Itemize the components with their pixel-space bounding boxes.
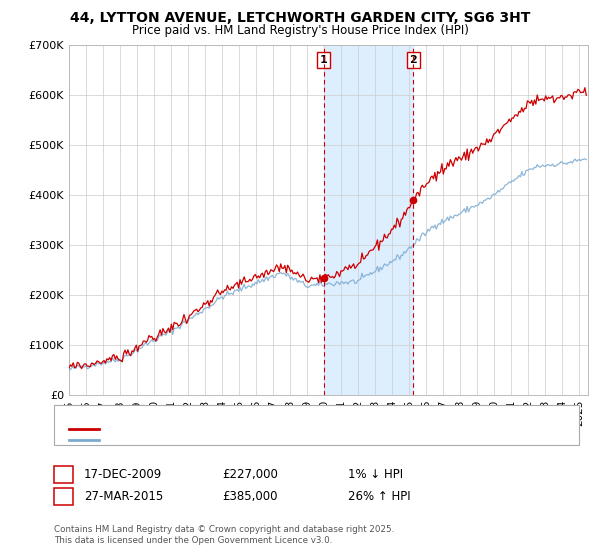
Text: 44, LYTTON AVENUE, LETCHWORTH GARDEN CITY, SG6 3HT: 44, LYTTON AVENUE, LETCHWORTH GARDEN CIT… [70,11,530,25]
Text: Contains HM Land Registry data © Crown copyright and database right 2025.
This d: Contains HM Land Registry data © Crown c… [54,525,394,545]
Text: 1: 1 [320,55,328,65]
Text: 27-MAR-2015: 27-MAR-2015 [84,490,163,503]
Text: HPI: Average price, semi-detached house, North Hertfordshire: HPI: Average price, semi-detached house,… [104,435,413,445]
Text: 26% ↑ HPI: 26% ↑ HPI [348,490,410,503]
Text: 17-DEC-2009: 17-DEC-2009 [84,468,162,481]
Text: 2: 2 [59,490,68,503]
Text: 1: 1 [59,468,68,481]
Text: 2: 2 [410,55,417,65]
Text: Price paid vs. HM Land Registry's House Price Index (HPI): Price paid vs. HM Land Registry's House … [131,24,469,36]
Text: £385,000: £385,000 [222,490,277,503]
Bar [323,45,413,395]
Text: £227,000: £227,000 [222,468,278,481]
Text: 1% ↓ HPI: 1% ↓ HPI [348,468,403,481]
Text: 44, LYTTON AVENUE, LETCHWORTH GARDEN CITY, SG6 3HT (semi-detached house): 44, LYTTON AVENUE, LETCHWORTH GARDEN CIT… [104,424,517,434]
